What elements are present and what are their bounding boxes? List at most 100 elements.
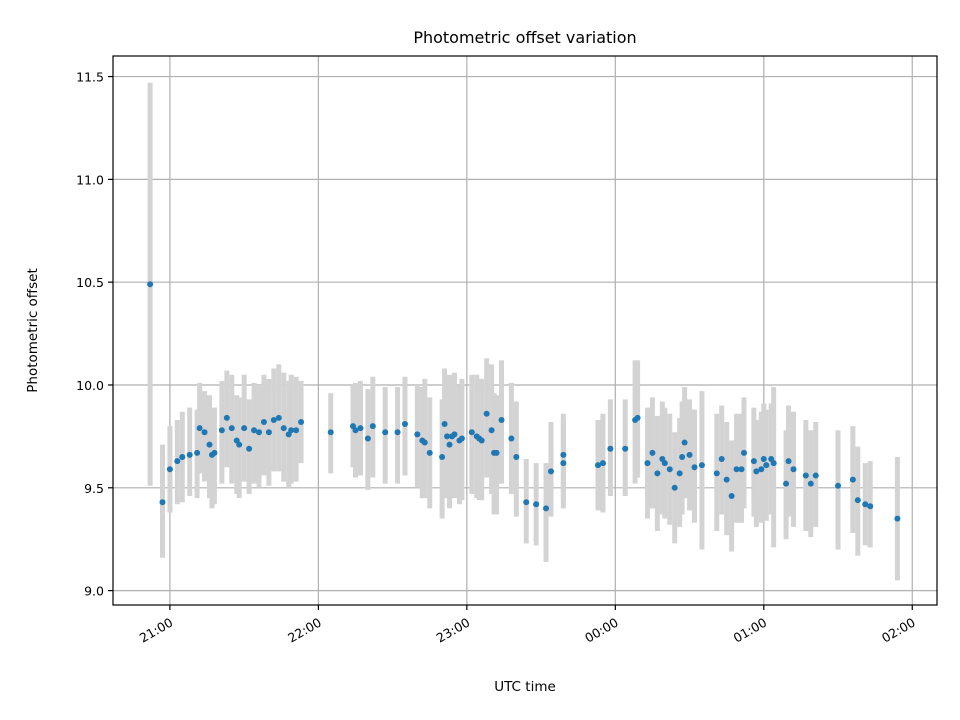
data-point [270, 416, 277, 423]
data-point [671, 484, 678, 491]
data-point [862, 501, 869, 508]
data-point [607, 445, 614, 452]
data-point [835, 482, 842, 489]
data-point [265, 429, 272, 436]
data-point [599, 460, 606, 467]
data-point [159, 499, 166, 506]
data-point [179, 453, 186, 460]
data-point [298, 419, 305, 425]
data-point [401, 421, 408, 428]
data-point [241, 425, 248, 432]
data-point [275, 414, 282, 421]
data-point [867, 503, 874, 510]
data-point [441, 421, 448, 428]
x-tick-label: 23:00 [434, 615, 473, 646]
data-point [174, 458, 181, 465]
data-point [166, 466, 173, 473]
data-point [738, 466, 745, 473]
data-point [426, 449, 433, 456]
data-point [369, 423, 376, 430]
data-point [760, 456, 767, 463]
data-point [414, 431, 421, 438]
x-axis-label: UTC time [494, 679, 556, 695]
y-tick-label: 11.5 [76, 70, 104, 85]
data-point [446, 441, 453, 448]
data-point [679, 453, 686, 460]
data-point [523, 499, 530, 506]
axis-ticks: 21:00 22:00 23:00 00:00 01:00 02:00 9.0 9.5 10.0… [76, 70, 918, 646]
data-point [718, 456, 725, 463]
data-point [493, 449, 500, 456]
data-point [394, 429, 401, 436]
data-point [723, 476, 730, 483]
data-point [666, 466, 673, 473]
data-point [483, 410, 490, 417]
data-point [728, 493, 735, 500]
error-bars [147, 82, 900, 581]
data-point [421, 439, 428, 446]
data-point [223, 414, 230, 421]
data-point [488, 427, 495, 434]
data-point [498, 416, 505, 423]
data-point [790, 466, 797, 473]
data-point [194, 449, 201, 456]
y-tick-label: 9.5 [84, 481, 104, 496]
data-point [560, 460, 567, 467]
data-point [691, 464, 698, 471]
data-point [255, 429, 262, 436]
y-axis-label: Photometric offset [25, 268, 41, 392]
y-tick-label: 9.0 [84, 584, 104, 599]
data-point [547, 468, 554, 475]
data-point [733, 466, 740, 473]
data-point [763, 462, 770, 469]
data-point [382, 429, 389, 436]
data-point [812, 472, 819, 479]
data-point [785, 458, 792, 465]
data-point [246, 445, 253, 452]
x-tick-label: 02:00 [879, 615, 918, 646]
data-point [228, 425, 235, 432]
data-point [458, 435, 465, 442]
y-tick-label: 10.0 [76, 378, 104, 393]
data-point [770, 460, 777, 467]
x-tick-label: 01:00 [731, 615, 770, 646]
data-point [444, 433, 451, 440]
data-point [206, 441, 213, 448]
data-point [681, 439, 688, 446]
data-point [644, 460, 651, 467]
data-point [147, 281, 154, 288]
data-point [201, 429, 208, 436]
data-point [802, 472, 809, 479]
data-point [513, 453, 520, 460]
data-point [649, 449, 656, 456]
data-point [251, 427, 258, 434]
data-points [147, 281, 901, 522]
data-point [280, 425, 287, 432]
data-point [196, 425, 203, 432]
data-point [357, 425, 364, 432]
data-point [758, 466, 765, 473]
data-point [468, 429, 475, 436]
data-point [753, 468, 760, 475]
grid-lines [113, 56, 937, 605]
data-point [293, 427, 300, 434]
x-tick-label: 00:00 [582, 615, 621, 646]
data-point [594, 462, 601, 469]
plot-frame [112, 55, 938, 606]
data-point [807, 480, 814, 487]
data-point [560, 451, 567, 458]
data-point [327, 429, 334, 436]
data-point [750, 458, 757, 465]
data-point [686, 451, 693, 458]
data-point [260, 419, 267, 425]
x-tick-label: 22:00 [285, 615, 324, 646]
data-point [740, 449, 747, 456]
data-point [698, 462, 705, 469]
data-point [186, 451, 193, 458]
data-point [713, 470, 720, 477]
chart-title: Photometric offset variation [413, 28, 636, 47]
data-point [622, 445, 629, 452]
data-point [352, 427, 359, 434]
data-point [634, 414, 641, 421]
